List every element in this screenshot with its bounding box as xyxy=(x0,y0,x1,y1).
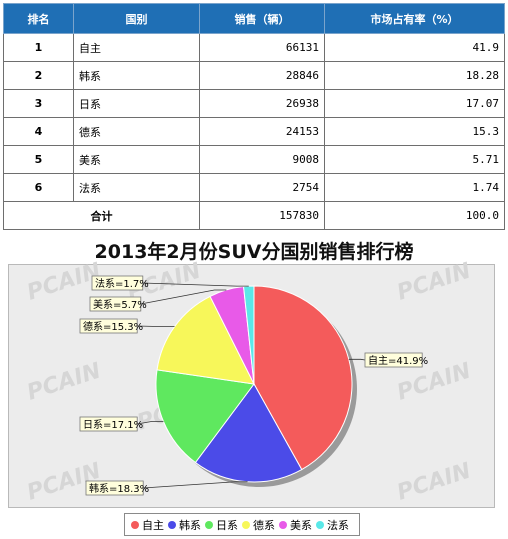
watermark-text: PCAIN xyxy=(394,458,474,505)
legend-swatch xyxy=(279,520,287,529)
sales-table: 排名 国别 销售（辆） 市场占有率（%） 1 自主 66131 41.9 2 韩… xyxy=(3,3,505,230)
legend-label: 德系 xyxy=(253,518,275,532)
legend-swatch xyxy=(316,520,324,529)
data-label-box xyxy=(79,416,138,432)
legend-item: 美系 xyxy=(279,517,312,533)
legend-swatch xyxy=(168,520,176,529)
table-row: 6 法系 2754 1.74 xyxy=(3,173,505,202)
data-label-box xyxy=(79,318,138,334)
country-cell: 美系 xyxy=(73,145,200,174)
watermark-text: PCAIN xyxy=(24,358,104,405)
leader-line xyxy=(143,481,248,489)
legend-item: 自主 xyxy=(131,517,164,533)
total-row: 合计 157830 100.0 xyxy=(3,201,505,230)
legend-label: 自主 xyxy=(142,518,164,532)
rank-cell: 5 xyxy=(3,145,74,174)
data-label-box xyxy=(91,275,144,291)
sales-cell: 26938 xyxy=(199,89,325,118)
pie-slice-韩系 xyxy=(194,383,303,483)
leader-line xyxy=(348,358,366,361)
legend-swatch xyxy=(242,520,250,529)
leader-line xyxy=(142,282,249,287)
legend-item: 法系 xyxy=(316,517,349,533)
legend-swatch xyxy=(205,520,213,529)
share-cell: 5.71 xyxy=(324,145,505,174)
chart-legend: 自主 韩系 日系 德系 美系 法系 xyxy=(124,513,360,536)
header-share: 市场占有率（%） xyxy=(324,3,505,34)
data-label: 日系=17.1% xyxy=(83,419,143,431)
data-label: 法系=1.7% xyxy=(95,277,149,290)
legend-label: 日系 xyxy=(216,518,238,532)
share-cell: 18.28 xyxy=(324,61,505,90)
leader-line xyxy=(140,289,227,305)
total-sales: 157830 xyxy=(199,201,325,230)
data-label: 自主=41.9% xyxy=(368,354,428,367)
chart-title: 2013年2月份SUV分国别销售排行榜 xyxy=(94,241,414,263)
share-cell: 1.74 xyxy=(324,173,505,202)
data-label-box xyxy=(364,352,423,368)
legend-item: 韩系 xyxy=(168,517,201,533)
rank-cell: 1 xyxy=(3,33,74,62)
pie-slice-德系 xyxy=(156,295,255,385)
table-row: 5 美系 9008 5.71 xyxy=(3,145,505,174)
data-label-box xyxy=(85,480,144,496)
legend-label: 韩系 xyxy=(179,518,201,532)
total-label: 合计 xyxy=(3,201,200,230)
watermark-text: PCAIN xyxy=(394,258,474,305)
leader-line xyxy=(137,325,175,328)
data-label: 韩系=18.3% xyxy=(89,482,149,495)
pie-slice-日系 xyxy=(155,369,255,464)
legend-item: 日系 xyxy=(205,517,238,533)
table-row: 4 德系 24153 15.3 xyxy=(3,117,505,146)
country-cell: 法系 xyxy=(73,173,200,202)
country-cell: 自主 xyxy=(73,33,200,62)
legend-label: 法系 xyxy=(327,518,349,532)
table-header-row: 排名 国别 销售（辆） 市场占有率（%） xyxy=(3,3,505,34)
header-rank: 排名 xyxy=(3,3,74,34)
legend-swatch xyxy=(131,520,139,529)
data-label: 德系=15.3% xyxy=(83,320,143,333)
legend-item: 德系 xyxy=(242,517,275,533)
rank-cell: 6 xyxy=(3,173,74,202)
sales-cell: 24153 xyxy=(199,117,325,146)
leader-line xyxy=(137,421,164,425)
legend-label: 美系 xyxy=(290,518,312,532)
table-row: 3 日系 26938 17.07 xyxy=(3,89,505,118)
share-cell: 17.07 xyxy=(324,89,505,118)
table-row: 1 自主 66131 41.9 xyxy=(3,33,505,62)
data-label-box xyxy=(89,296,142,312)
total-share: 100.0 xyxy=(324,201,505,230)
data-label: 美系=5.7% xyxy=(93,298,147,311)
